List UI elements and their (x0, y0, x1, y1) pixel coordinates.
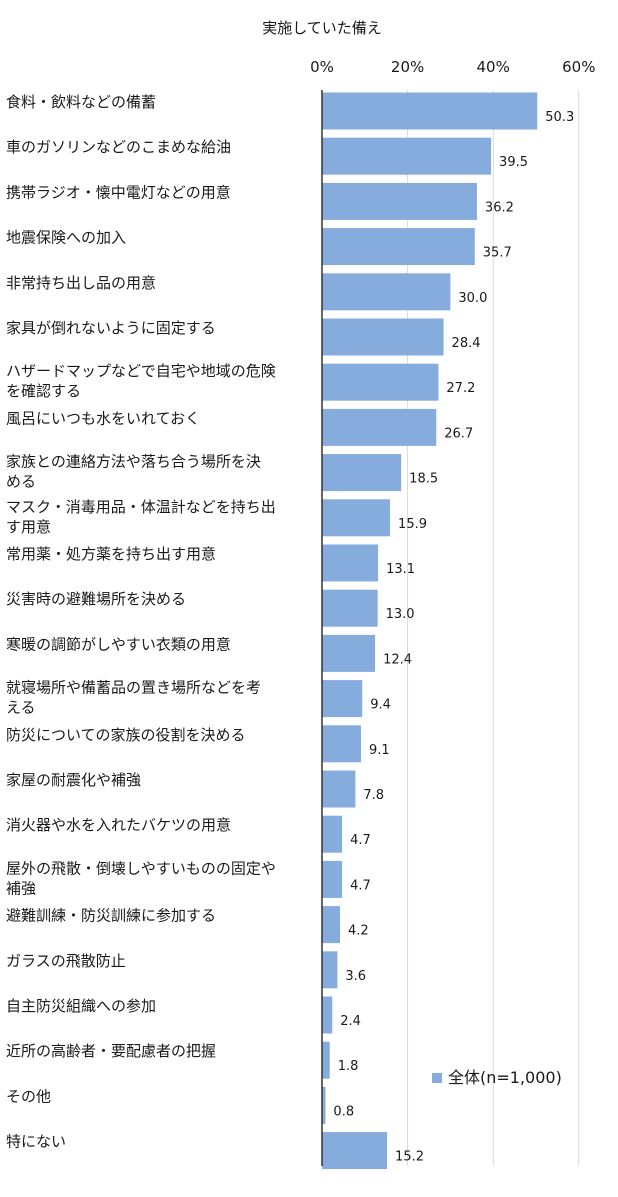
data-label: 28.4 (452, 336, 481, 351)
category-label: える (6, 699, 36, 717)
bar (322, 906, 340, 944)
bar (322, 815, 343, 853)
data-label: 18.5 (409, 472, 438, 487)
category-label: 近所の高齢者・要配慮者の把握 (6, 1042, 216, 1060)
x-axis-ticks: 0% 20% 40% 60% (310, 58, 595, 76)
bar (322, 680, 363, 718)
category-label: を確認する (6, 382, 81, 400)
category-label: ハザードマップなどで自宅や地域の危険 (6, 362, 276, 380)
category-label: ガラスの飛散防止 (6, 952, 126, 970)
category-label: 補強 (6, 879, 36, 897)
category-label: 消火器や水を入れたバケツの用意 (6, 816, 231, 834)
category-label: 防災についての家族の役割を決める (6, 726, 246, 744)
data-label: 4.7 (350, 878, 371, 893)
data-label: 26.7 (444, 426, 473, 441)
bar (322, 996, 333, 1034)
category-label: その他 (6, 1087, 51, 1105)
x-tick-label: 60% (562, 58, 595, 76)
data-label: 12.4 (383, 652, 412, 667)
bar (322, 725, 361, 763)
category-label: 非常持ち出し品の用意 (6, 274, 156, 292)
bar (322, 228, 475, 266)
category-label: す用意 (6, 518, 51, 536)
data-label: 7.8 (363, 788, 384, 803)
bar (322, 1041, 330, 1079)
bar (322, 951, 338, 989)
category-label: 地震保険への加入 (6, 229, 126, 247)
category-label: 携帯ラジオ・懐中電灯などの用意 (6, 183, 231, 201)
data-label: 39.5 (499, 155, 528, 170)
data-label: 15.2 (395, 1150, 424, 1165)
category-label: 避難訓練・防災訓練に参加する (6, 907, 216, 925)
data-label: 1.8 (338, 1059, 359, 1074)
data-label: 9.4 (370, 698, 391, 713)
bar (322, 92, 538, 130)
bar (322, 1086, 326, 1124)
category-label: める (6, 473, 36, 491)
bar (322, 408, 437, 446)
data-label: 35.7 (483, 246, 512, 261)
data-label: 2.4 (340, 1014, 361, 1029)
bar (322, 499, 391, 537)
bar (322, 860, 343, 898)
gridlines (407, 90, 580, 1166)
data-label: 3.6 (345, 969, 366, 984)
data-labels: 50.3 39.5 36.2 35.7 30.0 28.4 27.2 26.7 18.5 15.9… (333, 110, 574, 1165)
chart-title: 実施していた備え (262, 19, 382, 37)
bar (322, 770, 356, 808)
category-labels: 食料・飲料などの備蓄車のガソリンなどのこまめな給油携帯ラジオ・懐中電灯などの用意… (6, 93, 276, 1151)
data-label: 4.7 (350, 833, 371, 848)
bar (322, 363, 439, 401)
category-label: 常用薬・処方薬を持ち出す用意 (6, 545, 216, 563)
legend: 全体(n=1,000) (432, 1068, 562, 1087)
bar (322, 544, 379, 582)
category-label: 寒暖の調節がしやすい衣類の用意 (6, 635, 231, 653)
category-label: 車のガソリンなどのこまめな給油 (6, 138, 231, 156)
bars (322, 92, 538, 1170)
category-label: 特にない (6, 1133, 66, 1151)
data-label: 27.2 (446, 381, 475, 396)
category-label: 食料・飲料などの備蓄 (6, 93, 156, 111)
category-label: 災害時の避難場所を決める (6, 590, 186, 608)
category-label: マスク・消毒用品・体温計などを持ち出 (6, 498, 276, 516)
data-label: 13.1 (386, 562, 415, 577)
category-label: 自主防災組織への参加 (6, 997, 156, 1015)
bar (322, 182, 477, 220)
bar (322, 273, 451, 311)
x-tick-label: 0% (310, 58, 334, 76)
data-label: 13.0 (386, 607, 415, 622)
data-label: 36.2 (485, 200, 514, 215)
data-label: 15.9 (398, 517, 427, 532)
data-label: 30.0 (458, 291, 487, 306)
bar (322, 318, 444, 356)
data-label: 0.8 (333, 1104, 354, 1119)
category-label: 就寝場所や備蓄品の置き場所などを考 (6, 679, 261, 697)
category-label: 家具が倒れないように固定する (6, 319, 216, 337)
category-label: 屋外の飛散・倒壊しやすいものの固定や (6, 859, 276, 877)
data-label: 9.1 (369, 743, 390, 758)
legend-label: 全体(n=1,000) (448, 1068, 562, 1087)
category-label: 家族との連絡方法や落ち合う場所を決 (6, 453, 261, 471)
bar (322, 634, 376, 672)
category-label: 風呂にいつも水をいれておく (6, 409, 200, 427)
bar (322, 1132, 388, 1170)
x-tick-label: 20% (391, 58, 424, 76)
category-label: 家屋の耐震化や補強 (6, 771, 141, 789)
data-label: 50.3 (545, 110, 574, 125)
legend-swatch (432, 1073, 442, 1083)
bar (322, 589, 378, 627)
bar (322, 454, 402, 492)
bar (322, 137, 492, 175)
x-tick-label: 40% (477, 58, 510, 76)
data-label: 4.2 (348, 924, 369, 939)
